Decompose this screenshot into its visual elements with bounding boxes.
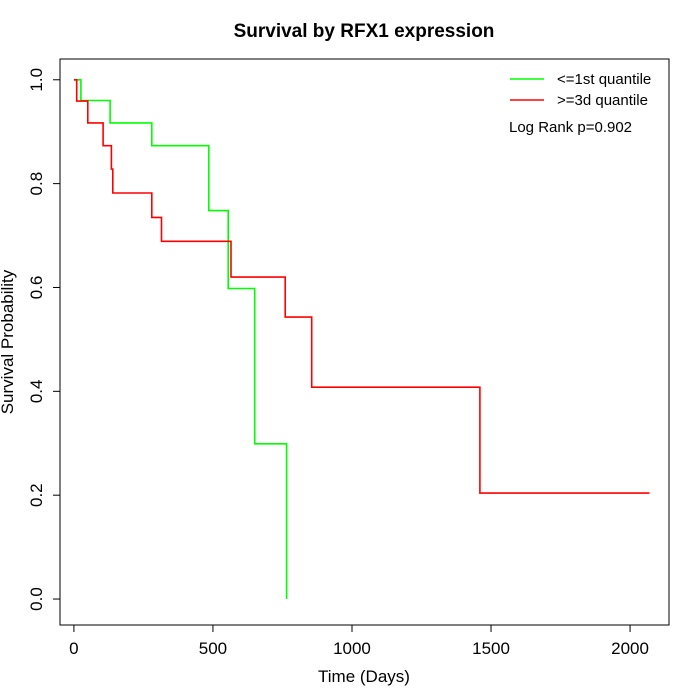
survival-curve-2 bbox=[73, 79, 650, 494]
y-tick-label: 0.8 bbox=[27, 172, 46, 196]
chart-title: Survival by RFX1 expression bbox=[234, 21, 495, 42]
x-axis: 0 500 1000 1500 2000 bbox=[69, 624, 649, 658]
y-axis-label: Survival Probability bbox=[0, 269, 17, 414]
x-tick-label: 1500 bbox=[472, 639, 510, 658]
y-tick-label: 0.4 bbox=[27, 380, 46, 404]
x-axis-label: Time (Days) bbox=[318, 667, 410, 686]
x-tick-label: 2000 bbox=[611, 639, 649, 658]
legend-label-1: <=1st quantile bbox=[557, 71, 651, 88]
y-axis: 0.0 0.2 0.4 0.6 0.8 1.0 bbox=[27, 68, 61, 611]
log-rank-annotation: Log Rank p=0.902 bbox=[509, 119, 632, 136]
survival-curve-1 bbox=[73, 79, 288, 599]
y-tick-label: 0.0 bbox=[27, 587, 46, 611]
series-layer bbox=[73, 79, 650, 599]
y-tick-label: 0.2 bbox=[27, 483, 46, 507]
x-tick-label: 500 bbox=[199, 639, 227, 658]
y-tick-label: 0.6 bbox=[27, 276, 46, 300]
legend-label-2: >=3d quantile bbox=[557, 92, 648, 109]
y-tick-label: 1.0 bbox=[27, 68, 46, 92]
x-tick-label: 1000 bbox=[333, 639, 371, 658]
x-tick-label: 0 bbox=[69, 639, 78, 658]
legend: <=1st quantile >=3d quantile bbox=[510, 71, 651, 109]
